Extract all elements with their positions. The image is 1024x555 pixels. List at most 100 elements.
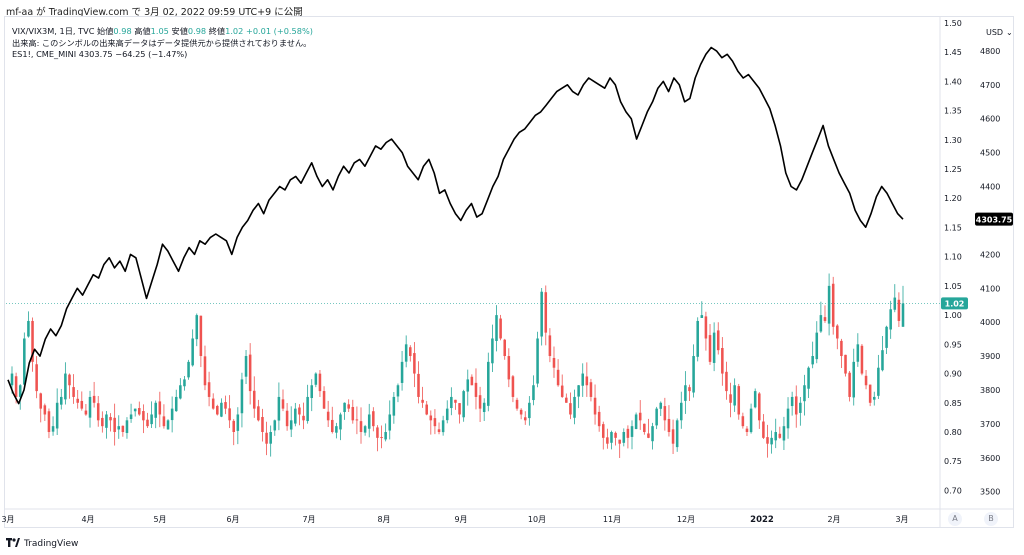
candle-body xyxy=(536,338,539,384)
y-tick-label-es: 3500 xyxy=(980,488,1000,497)
candle-body xyxy=(482,402,486,413)
candle-body xyxy=(487,361,490,406)
candle-body xyxy=(897,299,901,321)
candle-body xyxy=(680,402,683,421)
candle-body xyxy=(692,356,695,393)
log-scale-button[interactable]: B xyxy=(984,512,998,526)
candle-body xyxy=(101,417,104,427)
candle-body xyxy=(121,425,125,433)
y-tick-label-es: 4700 xyxy=(980,81,1000,90)
candle-body xyxy=(183,379,186,387)
candle-body xyxy=(585,376,589,386)
y-tick-label-ratio: 0.90 xyxy=(944,370,962,379)
candle-body xyxy=(191,338,194,366)
candle-body xyxy=(170,408,174,421)
y-tick-label-ratio: 1.35 xyxy=(944,107,962,116)
candle-body xyxy=(429,415,433,421)
legend-change: +0.01 (+0.58%) xyxy=(245,26,313,36)
candle-body xyxy=(330,419,334,433)
candle-body xyxy=(831,283,835,327)
footer-brand[interactable]: TradingView xyxy=(6,537,78,549)
candle-body xyxy=(35,364,38,392)
candle-body xyxy=(203,356,207,386)
auto-scale-button[interactable]: A xyxy=(948,512,962,526)
candle-body xyxy=(749,408,753,433)
y-tick-label-es: 3600 xyxy=(980,454,1000,463)
candle-body xyxy=(823,317,827,321)
candle-body xyxy=(766,437,769,444)
publish-header: mf-aa が TradingView.com で 3月 02, 2022 09… xyxy=(0,0,1024,20)
candle-body xyxy=(232,420,235,433)
x-tick-label: 4月 xyxy=(81,515,94,524)
candle-body xyxy=(458,403,461,415)
candle-body xyxy=(515,399,519,409)
candle-body xyxy=(507,356,511,380)
candle-body xyxy=(384,432,387,440)
publish-line: mf-aa が TradingView.com で 3月 02, 2022 09… xyxy=(6,7,303,18)
candle-body xyxy=(380,437,383,439)
y-tick-label-ratio: 1.05 xyxy=(944,282,962,291)
es-last-badge xyxy=(975,212,1013,226)
candle-body xyxy=(807,367,810,389)
candle-body xyxy=(885,326,888,348)
legend-open-label: 始値 xyxy=(97,26,114,36)
y-tick-label-es: 4000 xyxy=(980,318,1000,327)
candle-body xyxy=(240,379,244,414)
y-tick-label-es: 3900 xyxy=(980,352,1000,361)
candle-body xyxy=(433,418,437,427)
candle-body xyxy=(392,396,396,416)
candle-body xyxy=(285,410,289,427)
candle-body xyxy=(302,415,305,421)
x-tick-label: 3月 xyxy=(1,515,14,524)
candle-body xyxy=(799,402,802,413)
candle-body xyxy=(569,403,572,415)
candle-body xyxy=(404,344,408,362)
legend-low-value: 0.98 xyxy=(187,26,207,36)
candle-body xyxy=(671,429,675,444)
legend-volume-note: 出来高: このシンボルの出来高データはデータ提供元から提供されておりません。 xyxy=(12,37,311,49)
candle-body xyxy=(478,395,482,409)
candle-body xyxy=(273,420,277,431)
candle-body xyxy=(618,439,621,444)
candle-body xyxy=(441,420,445,433)
candle-body xyxy=(154,402,157,418)
candle-body xyxy=(347,404,350,409)
legend-close-value: 1.02 xyxy=(225,26,244,36)
candle-body xyxy=(367,414,371,429)
candle-body xyxy=(556,369,560,386)
candle-body xyxy=(289,420,293,430)
candle-body xyxy=(597,411,601,427)
legend-high-label: 高値 xyxy=(134,26,151,36)
candle-body xyxy=(248,354,252,392)
y-tick-label-ratio: 0.70 xyxy=(944,486,962,495)
candle-body xyxy=(146,419,149,427)
candle-body xyxy=(133,408,137,412)
candle-body xyxy=(92,395,96,403)
candle-body xyxy=(216,405,219,415)
candle-body xyxy=(105,414,108,428)
candle-body xyxy=(27,320,30,337)
candle-body xyxy=(864,375,868,386)
candle-body xyxy=(318,373,322,392)
candle-body xyxy=(80,400,84,409)
legend-main-series[interactable]: VIX/VIX3M, 1日, TVC 始値0.98 高値1.05 安値0.98 … xyxy=(12,25,313,37)
candle-body xyxy=(454,399,457,403)
candle-body xyxy=(51,426,55,432)
candle-body xyxy=(150,414,153,425)
candle-body xyxy=(425,404,428,415)
candle-body xyxy=(14,376,18,397)
candle-body xyxy=(84,410,88,415)
candle-body xyxy=(758,393,761,421)
candle-body xyxy=(794,396,798,415)
es-series-line xyxy=(7,46,904,405)
legend-compare-series[interactable]: ES1!, CME_MINI 4303.75 −64.25 (−1.47%) xyxy=(12,49,187,59)
candle-body xyxy=(675,420,679,448)
candle-body xyxy=(753,391,757,408)
y-tick-label-es: 4800 xyxy=(980,47,1000,56)
candle-body xyxy=(195,315,199,340)
candle-body xyxy=(142,411,145,421)
candle-body xyxy=(257,406,260,421)
candle-body xyxy=(528,402,531,419)
candle-body xyxy=(782,426,786,441)
